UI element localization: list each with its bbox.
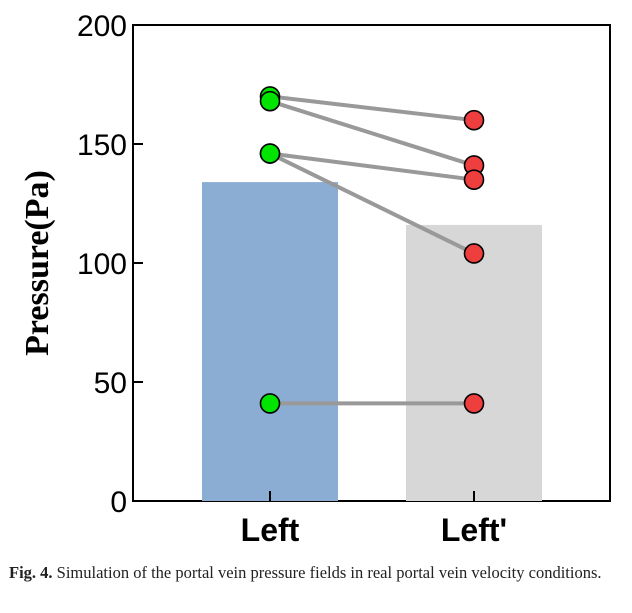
pair-lines-layer — [268, 94, 476, 406]
bar-1 — [202, 182, 338, 501]
y-tick-label-150: 150 — [77, 129, 127, 162]
y-axis-label: Pressure(Pa) — [19, 170, 56, 356]
pair-line-3 — [268, 151, 476, 182]
pair-line-4 — [268, 151, 476, 256]
leftprime-point-5 — [463, 393, 485, 414]
y-tick-label-0: 0 — [110, 486, 127, 519]
caption-text: Simulation of the portal vein pressure f… — [56, 563, 602, 582]
left-point-4 — [259, 143, 281, 164]
x-axis: Left Left' — [241, 491, 507, 548]
leftprime-point-1 — [463, 109, 485, 131]
x-tick-label-1: Left — [241, 512, 300, 548]
pair-line-2 — [268, 99, 476, 168]
bars-layer — [202, 182, 542, 502]
y-tick-label-200: 200 — [77, 10, 127, 43]
y-axis: 0 50 100 150 200 — [77, 10, 143, 519]
leftprime-point-4 — [463, 243, 485, 264]
y-tick-label-100: 100 — [77, 248, 127, 281]
points-layer — [259, 86, 485, 414]
pair-line-1 — [268, 94, 476, 123]
left-point-5 — [259, 393, 281, 414]
x-tick-label-2: Left' — [441, 512, 507, 548]
leftprime-point-3 — [463, 169, 485, 190]
bar-2 — [406, 224, 542, 502]
left-point-2 — [259, 90, 281, 112]
caption-label: Fig. 4. — [9, 563, 53, 582]
y-tick-label-50: 50 — [94, 367, 127, 400]
figure-caption: Fig. 4. Simulation of the portal vein pr… — [9, 561, 623, 585]
pressure-chart: 0 50 100 150 200 Left Left' Pressure(Pa) — [19, 10, 611, 548]
